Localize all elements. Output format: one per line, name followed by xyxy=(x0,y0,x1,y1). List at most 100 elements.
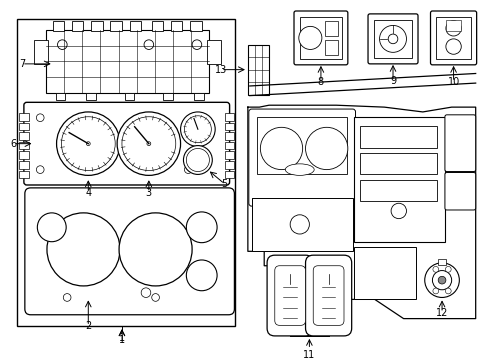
FancyBboxPatch shape xyxy=(24,102,229,185)
FancyBboxPatch shape xyxy=(25,188,234,315)
Circle shape xyxy=(146,142,150,145)
Bar xyxy=(110,21,122,31)
Circle shape xyxy=(184,166,192,174)
Bar xyxy=(19,142,29,149)
Circle shape xyxy=(390,203,406,219)
Circle shape xyxy=(260,127,302,170)
FancyBboxPatch shape xyxy=(313,266,343,325)
Circle shape xyxy=(119,213,192,286)
Circle shape xyxy=(445,21,460,36)
Bar xyxy=(360,126,436,148)
Bar xyxy=(299,17,342,59)
Circle shape xyxy=(63,294,71,301)
Ellipse shape xyxy=(285,164,314,175)
FancyBboxPatch shape xyxy=(305,255,351,336)
Circle shape xyxy=(431,271,451,290)
FancyBboxPatch shape xyxy=(248,109,355,206)
FancyBboxPatch shape xyxy=(444,172,475,210)
Circle shape xyxy=(144,40,153,49)
Bar xyxy=(72,21,83,31)
Text: 3: 3 xyxy=(145,188,152,198)
Circle shape xyxy=(122,117,175,171)
Text: 4: 4 xyxy=(85,188,91,198)
FancyBboxPatch shape xyxy=(266,255,313,336)
Circle shape xyxy=(289,215,309,234)
Text: 8: 8 xyxy=(317,77,324,87)
Circle shape xyxy=(445,266,450,272)
Bar xyxy=(19,132,29,140)
Bar xyxy=(224,142,234,149)
Circle shape xyxy=(432,288,438,294)
Bar xyxy=(171,21,182,31)
Bar xyxy=(124,93,134,100)
Circle shape xyxy=(151,294,159,301)
Circle shape xyxy=(36,166,44,174)
Circle shape xyxy=(184,116,211,143)
FancyBboxPatch shape xyxy=(444,115,475,171)
Circle shape xyxy=(186,212,217,243)
Bar xyxy=(56,93,65,100)
Circle shape xyxy=(57,112,120,175)
Circle shape xyxy=(36,114,44,122)
Bar xyxy=(373,20,411,58)
Circle shape xyxy=(387,34,397,44)
Bar xyxy=(257,117,346,175)
Bar xyxy=(163,93,173,100)
Bar xyxy=(53,21,64,31)
Circle shape xyxy=(298,26,321,49)
Circle shape xyxy=(186,260,217,291)
FancyBboxPatch shape xyxy=(274,266,305,325)
Bar xyxy=(151,21,163,31)
Text: 11: 11 xyxy=(303,350,315,360)
Circle shape xyxy=(86,142,90,145)
Circle shape xyxy=(305,127,347,170)
Circle shape xyxy=(437,276,445,284)
Text: 10: 10 xyxy=(447,77,459,87)
Bar xyxy=(17,19,235,326)
Bar xyxy=(353,117,444,242)
Bar xyxy=(34,40,48,64)
Bar xyxy=(247,45,268,95)
Bar xyxy=(19,113,29,121)
Bar xyxy=(19,151,29,159)
Text: 7: 7 xyxy=(19,59,25,69)
Bar xyxy=(190,21,202,31)
Circle shape xyxy=(117,112,180,175)
Bar xyxy=(445,20,460,31)
Bar xyxy=(324,21,338,36)
Bar xyxy=(435,17,470,59)
Bar xyxy=(19,122,29,130)
Bar xyxy=(360,180,436,201)
Bar xyxy=(360,153,436,175)
Circle shape xyxy=(47,213,120,286)
Circle shape xyxy=(379,26,406,52)
Text: 12: 12 xyxy=(435,308,447,318)
Circle shape xyxy=(141,288,150,297)
Text: 6: 6 xyxy=(10,139,16,149)
Bar xyxy=(224,171,234,178)
Circle shape xyxy=(61,117,115,171)
Bar xyxy=(224,161,234,168)
Bar xyxy=(91,21,102,31)
FancyBboxPatch shape xyxy=(367,14,417,64)
Circle shape xyxy=(58,40,67,49)
Circle shape xyxy=(180,112,215,147)
Bar xyxy=(251,198,304,251)
FancyBboxPatch shape xyxy=(429,11,476,65)
Bar xyxy=(224,122,234,130)
Bar xyxy=(19,161,29,168)
Bar xyxy=(129,21,141,31)
Text: 5: 5 xyxy=(221,179,227,189)
Text: 9: 9 xyxy=(389,76,395,86)
Bar xyxy=(224,151,234,159)
Bar xyxy=(207,40,221,64)
Bar xyxy=(46,30,209,93)
Bar xyxy=(353,247,415,300)
Text: 1: 1 xyxy=(119,333,125,343)
Bar xyxy=(324,40,338,55)
Circle shape xyxy=(183,145,212,175)
Bar xyxy=(194,93,203,100)
Circle shape xyxy=(37,213,66,242)
Circle shape xyxy=(432,266,438,272)
Circle shape xyxy=(445,39,460,54)
